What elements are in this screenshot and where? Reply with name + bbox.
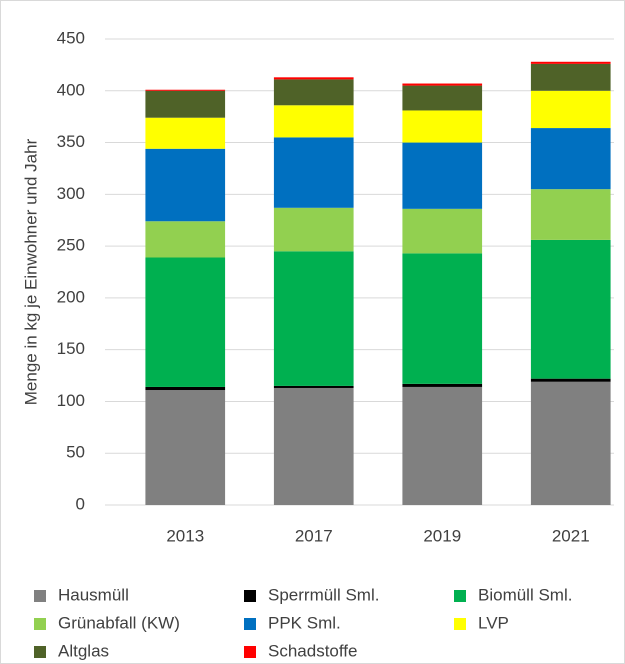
y-tick-label: 200 — [57, 287, 85, 306]
legend-swatch — [244, 618, 256, 630]
bar-segment — [402, 85, 483, 111]
bar-segment — [530, 90, 611, 129]
x-tick-label: 2013 — [166, 526, 204, 545]
x-tick-label: 2021 — [552, 526, 590, 545]
bar-segment — [402, 253, 483, 384]
y-tick-label: 100 — [57, 391, 85, 410]
bar-segment — [145, 148, 226, 222]
bar-segment — [273, 207, 354, 252]
legend-label: LVP — [478, 613, 509, 632]
bar-segment — [273, 387, 354, 505]
legend-swatch — [244, 590, 256, 602]
bar-segment — [145, 257, 226, 387]
legend-label: Biomüll Sml. — [478, 585, 572, 604]
bar-segment — [530, 189, 611, 240]
x-tick-label: 2019 — [423, 526, 461, 545]
bar-segment — [273, 105, 354, 138]
bar-segment — [530, 63, 611, 91]
legend-swatch — [34, 590, 46, 602]
legend-label: Schadstoffe — [268, 641, 357, 660]
bar-segment — [402, 208, 483, 254]
bar-segment — [402, 386, 483, 505]
legend-label: Hausmüll — [58, 585, 129, 604]
bar-segment — [530, 128, 611, 190]
x-tick-label: 2017 — [295, 526, 333, 545]
y-axis-label: Menge in kg je Einwohner und Jahr — [21, 138, 40, 405]
bar-segment — [273, 385, 354, 388]
y-tick-label: 350 — [57, 132, 85, 151]
bar-segment — [273, 79, 354, 106]
bar-segment — [530, 61, 611, 64]
bar-segment — [402, 83, 483, 86]
legend-label: PPK Sml. — [268, 613, 341, 632]
bar-segment — [402, 110, 483, 143]
bar-segment — [145, 390, 226, 505]
y-tick-label: 150 — [57, 339, 85, 358]
bar-segment — [145, 221, 226, 258]
y-tick-label: 250 — [57, 236, 85, 255]
legend-label: Grünabfall (KW) — [58, 613, 180, 632]
bar-segment — [145, 89, 226, 91]
bar-segment — [530, 381, 611, 505]
bar-segment — [273, 251, 354, 386]
legend-swatch — [34, 618, 46, 630]
bar-segment — [530, 239, 611, 379]
y-tick-label: 450 — [57, 28, 85, 47]
legend-swatch — [244, 646, 256, 658]
bar-segment — [530, 378, 611, 382]
bar-segment — [145, 117, 226, 149]
y-tick-label: 50 — [66, 443, 85, 462]
bar-segment — [402, 383, 483, 387]
bar-segment — [145, 386, 226, 391]
legend-label: Sperrmüll Sml. — [268, 585, 379, 604]
bar-segment — [273, 137, 354, 208]
legend-swatch — [34, 646, 46, 658]
y-tick-label: 0 — [76, 494, 85, 513]
legend-swatch — [454, 618, 466, 630]
bar-segment — [273, 77, 354, 80]
legend-swatch — [454, 590, 466, 602]
bar-segment — [145, 90, 226, 118]
y-tick-label: 400 — [57, 80, 85, 99]
legend-label: Altglas — [58, 641, 109, 660]
bar-segment — [402, 142, 483, 209]
y-tick-label: 300 — [57, 184, 85, 203]
